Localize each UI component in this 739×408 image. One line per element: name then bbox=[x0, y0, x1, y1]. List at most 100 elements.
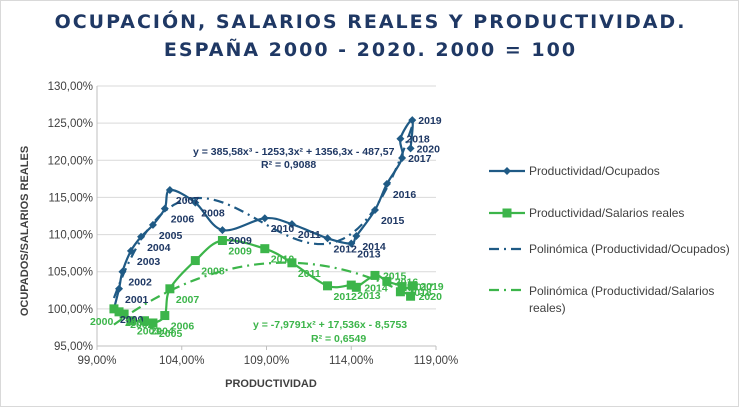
marker-salarios bbox=[397, 282, 407, 292]
marker-salarios bbox=[109, 304, 119, 314]
point-label-ocupados: 2003 bbox=[137, 256, 161, 268]
trend-r2-ocupados: R² = 0,9088 bbox=[261, 159, 316, 171]
legend-marker-ocupados bbox=[503, 167, 511, 175]
marker-salarios bbox=[217, 236, 227, 246]
y-tick-label: 130,00% bbox=[48, 81, 93, 93]
trendlines bbox=[112, 125, 414, 326]
marker-ocupados bbox=[118, 267, 127, 276]
marker-ocupados bbox=[347, 239, 356, 248]
marker-ocupados bbox=[287, 220, 296, 229]
legend-label-ocupados: Productividad/Ocupados bbox=[529, 164, 660, 178]
marker-salarios bbox=[139, 316, 149, 326]
marker-salarios bbox=[126, 316, 136, 326]
point-label-salarios: 2009 bbox=[228, 246, 252, 258]
point-labels: 2000200120022003200420052006200720082009… bbox=[90, 115, 444, 340]
point-label-salarios: 2010 bbox=[271, 254, 295, 266]
point-label-ocupados: 2004 bbox=[147, 242, 171, 254]
marker-salarios bbox=[165, 284, 175, 294]
point-label-ocupados: 2011 bbox=[298, 229, 321, 241]
marker-salarios bbox=[160, 311, 170, 321]
x-tick-label: 114,00% bbox=[329, 355, 374, 367]
point-label-salarios: 2007 bbox=[176, 294, 200, 306]
point-label-ocupados: 2020 bbox=[417, 143, 441, 155]
marker-salarios bbox=[119, 309, 129, 319]
legend-label-salarios: Productividad/Salarios reales bbox=[529, 206, 685, 220]
marker-salarios bbox=[406, 291, 416, 301]
marker-ocupados bbox=[408, 116, 417, 125]
point-label-salarios: 2012 bbox=[334, 291, 358, 303]
marker-salarios bbox=[114, 307, 124, 317]
trendline-salarios bbox=[113, 261, 413, 326]
marker-ocupados bbox=[352, 232, 361, 241]
point-label-ocupados: 2002 bbox=[128, 277, 152, 289]
marker-ocupados bbox=[137, 232, 146, 241]
point-label-salarios: 2017 bbox=[410, 282, 434, 294]
trend-r2-salarios: R² = 0,6549 bbox=[311, 333, 366, 345]
y-tick-label: 120,00% bbox=[48, 155, 93, 167]
marker-salarios bbox=[382, 276, 392, 286]
legend bbox=[489, 167, 525, 292]
y-axis-label: OCUPADOS/SALARIOS REALES bbox=[19, 146, 31, 316]
x-axis-label: PRODUCTIVIDAD bbox=[225, 378, 317, 390]
y-tick-label: 100,00% bbox=[48, 304, 93, 316]
marker-ocupados bbox=[398, 154, 407, 163]
point-label-salarios: 2013 bbox=[357, 290, 381, 302]
y-tick-label: 105,00% bbox=[48, 267, 93, 279]
series-markers bbox=[109, 116, 417, 328]
x-tick-label: 99,00% bbox=[77, 355, 116, 367]
point-label-ocupados: 2001 bbox=[125, 294, 149, 306]
legend-label-trend-ocupados: Polinómica (Productividad/Ocupados) bbox=[529, 242, 730, 256]
point-label-salarios: 2015 bbox=[383, 270, 407, 282]
trend-equation-ocupados: y = 385,58x³ - 1253,3x² + 1356,3x - 487,… bbox=[193, 146, 395, 158]
point-label-salarios: 2011 bbox=[298, 268, 321, 280]
marker-ocupados bbox=[260, 214, 269, 223]
marker-ocupados bbox=[218, 226, 227, 235]
point-label-ocupados: 2000 bbox=[120, 314, 144, 326]
y-tick-label: 110,00% bbox=[48, 230, 93, 242]
marker-salarios bbox=[260, 244, 270, 254]
chart-title-line1: OCUPACIÓN, SALARIOS REALES Y PRODUCTIVID… bbox=[54, 11, 687, 33]
point-label-salarios: 2016 bbox=[395, 276, 419, 288]
point-label-ocupados: 2016 bbox=[393, 189, 417, 201]
point-label-ocupados: 2007 bbox=[176, 195, 200, 207]
point-label-salarios: 2005 bbox=[159, 328, 183, 340]
marker-salarios bbox=[190, 256, 200, 266]
point-label-ocupados: 2008 bbox=[201, 208, 225, 220]
marker-ocupados bbox=[323, 234, 332, 243]
marker-salarios bbox=[148, 318, 158, 328]
point-label-ocupados: 2019 bbox=[418, 115, 442, 127]
y-tick-label: 125,00% bbox=[48, 118, 93, 130]
marker-salarios bbox=[323, 281, 333, 291]
point-label-salarios: 2014 bbox=[364, 282, 388, 294]
point-label-salarios: 2006 bbox=[171, 321, 195, 333]
marker-ocupados bbox=[382, 180, 391, 189]
point-label-salarios: 2008 bbox=[201, 266, 225, 278]
point-label-salarios: 2018 bbox=[408, 287, 432, 299]
marker-ocupados bbox=[370, 206, 379, 215]
point-label-salarios: 2003 bbox=[137, 326, 161, 338]
point-label-ocupados: 2013 bbox=[357, 248, 381, 260]
point-label-ocupados: 2015 bbox=[381, 215, 405, 227]
point-label-ocupados: 2012 bbox=[334, 243, 358, 255]
marker-ocupados bbox=[148, 220, 157, 229]
legend-marker-salarios bbox=[502, 208, 512, 218]
legend-label-trend-salarios: Polinómica (Productividad/Salarios reale… bbox=[529, 284, 715, 315]
x-tick-label: 119,00% bbox=[414, 355, 459, 367]
y-tick-label: 95,00% bbox=[54, 341, 93, 353]
point-label-salarios: 2002 bbox=[130, 319, 154, 331]
point-label-ocupados: 2014 bbox=[362, 241, 386, 253]
chart-title-line2: ESPAÑA 2000 - 2020. 2000 = 100 bbox=[163, 39, 578, 61]
marker-salarios bbox=[370, 270, 380, 280]
marker-ocupados bbox=[160, 204, 169, 213]
marker-ocupados bbox=[115, 284, 124, 293]
point-label-ocupados: 2005 bbox=[159, 230, 183, 242]
marker-salarios bbox=[346, 280, 356, 290]
marker-ocupados bbox=[165, 186, 174, 194]
marker-salarios bbox=[407, 281, 417, 291]
x-tick-label: 104,00% bbox=[159, 355, 204, 367]
axes: 95,00% 100,00% 105,00% 110,00% 115,00% 120,00… bbox=[48, 81, 459, 367]
trend-equations: y = 385,58x³ - 1253,3x² + 1356,3x - 487,… bbox=[193, 146, 407, 345]
x-tick-label: 109,00% bbox=[244, 355, 289, 367]
